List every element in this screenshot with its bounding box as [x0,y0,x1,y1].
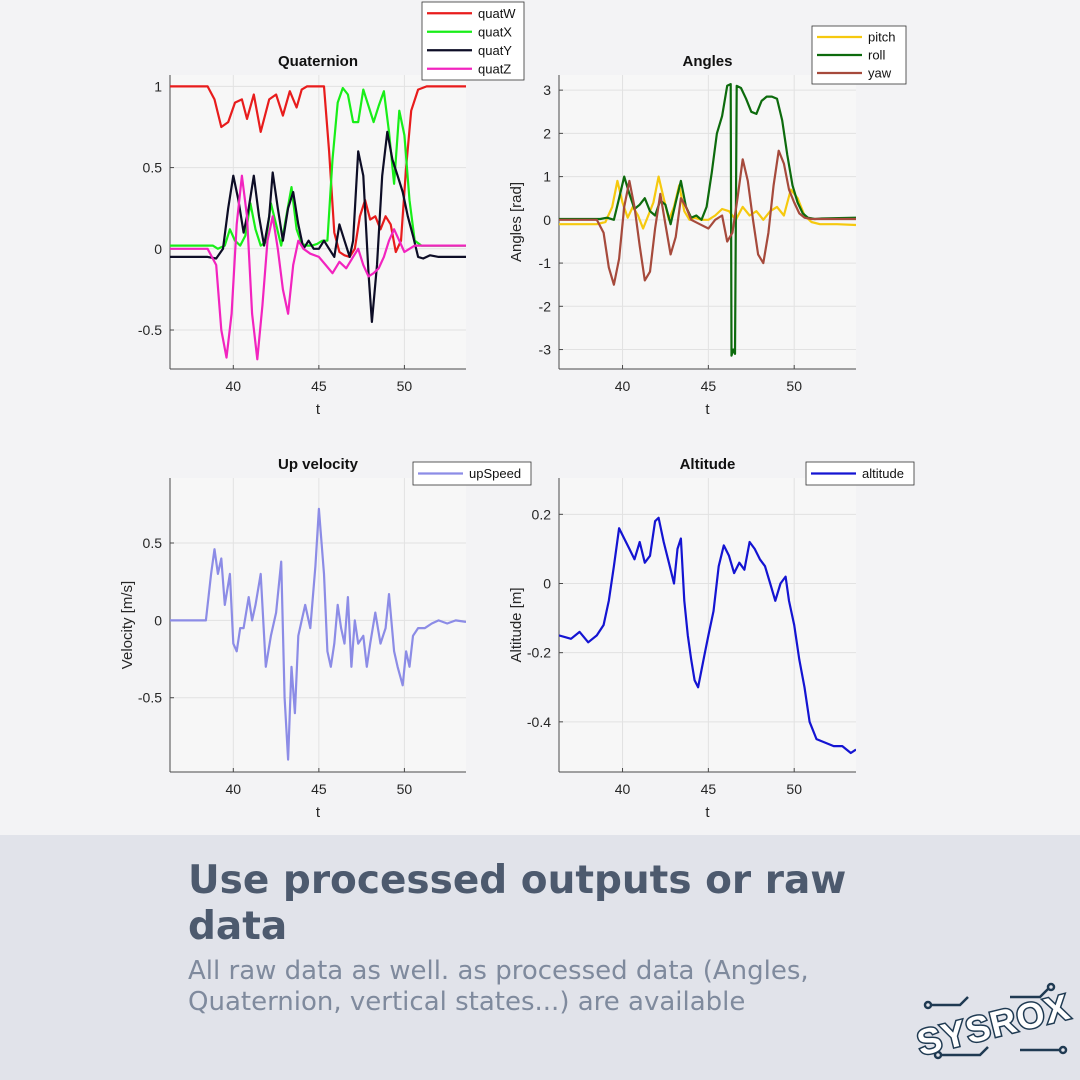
x-axis-label: t [316,804,321,821]
chart-title: Angles [682,53,732,70]
y-tick-label: 0 [543,212,551,228]
y-tick-label: 0.2 [532,506,552,522]
series-line-upSpeed [170,507,466,761]
y-axis-label: Velocity [m/s] [119,581,136,669]
y-tick-label: -1 [539,255,552,271]
chart-title: Quaternion [278,53,358,70]
x-tick-label: 50 [397,378,413,394]
legend-label: altitude [862,466,904,481]
x-tick-label: 45 [311,781,327,797]
chart-title: Altitude [680,456,736,473]
x-tick-label: 45 [701,378,717,394]
x-tick-label: 45 [701,781,717,797]
series-line-yaw [559,149,856,286]
y-tick-label: -3 [539,342,552,358]
logo-text: SYSROX [913,986,1074,1064]
x-tick-label: 40 [226,781,242,797]
x-tick-label: 40 [226,378,242,394]
series-line-quatZ [170,174,466,361]
legend-box [421,1,525,81]
series-line-pitch [559,175,856,230]
series-line-altitude [559,516,856,755]
x-axis-label: t [705,804,710,821]
x-tick-label: 50 [397,781,413,797]
y-tick-label: 1 [154,78,162,94]
plot-background [170,75,466,369]
legend-label: quatX [478,24,512,39]
headline: Use processed outputs or raw data [188,858,847,949]
x-tick-label: 50 [786,781,802,797]
y-tick-label: 0 [543,575,551,591]
legend: pitch roll yaw [811,25,907,85]
legend: upSpeed [412,461,532,486]
y-tick-label: 1 [543,169,551,185]
y-tick-label: 0.5 [143,160,163,176]
altitude-chart: 40 45 50 0.2 0 -0.2 -0.4 Altitude t Altitude [m] a… [508,456,915,821]
x-axis-label: t [316,401,321,418]
legend-label: quatW [478,6,516,21]
series-line-quatW [170,85,466,258]
legend: quatW quatX quatY quatZ [421,1,525,81]
y-tick-label: -2 [539,298,552,314]
x-tick-label: 40 [615,378,631,394]
legend-label: quatY [478,43,512,58]
y-tick-label: 2 [543,125,551,141]
circuit-decoration-icon [923,982,1068,1060]
legend-box [805,461,915,486]
plot-background [559,75,856,369]
plot-background [559,478,856,772]
y-tick-label: 3 [543,82,551,98]
y-tick-label: -0.5 [138,690,162,706]
charts-svg: 40 45 5010.50-0.5QuaterniontquatWquatXquat… [119,1,915,821]
legend-label: upSpeed [469,466,521,481]
sysrox-logo: SYSROX [911,982,1076,1065]
subtext: All raw data as well. as processed data … [188,956,809,1017]
y-tick-label: -0.5 [138,322,162,338]
legend-label: pitch [868,30,895,45]
legend-label: quatZ [478,61,511,76]
series-line-roll [559,83,856,357]
y-tick-label: -0.4 [527,714,551,730]
legend-label: yaw [868,66,892,81]
x-tick-label: 45 [311,378,327,394]
footer-panel [0,835,1080,1080]
y-axis-label: Altitude [m] [508,587,525,662]
legend-label: roll [868,48,885,63]
x-tick-label: 40 [615,781,631,797]
up-velocity-chart: 40 45 50 0.5 0 -0.5 Up velocity t Velocity [m/s]… [119,456,532,821]
y-tick-label: -0.2 [527,645,551,661]
legend-box [412,461,532,486]
quaternion-chart: 40 45 5010.50-0.5QuaterniontquatWquatXquat… [138,1,525,418]
chart-title: Up velocity [278,456,359,473]
angles-chart: 40 45 50 3 2 1 0 -1 -2 -3 Angles t Angles [rad] pitch… [508,25,907,418]
y-tick-label: 0.5 [143,535,163,551]
figure-area: 40 45 50 1 0.5 0 -0.5 Quaternion t quatW quatX quat… [119,1,915,821]
x-axis-label: t [705,401,710,418]
series-line-quatX [170,86,466,250]
y-tick-label: 0 [154,612,162,628]
legend: altitude [805,461,915,486]
x-tick-label: 50 [786,378,802,394]
y-tick-label: 0 [154,241,162,257]
y-axis-label: Angles [rad] [508,182,525,262]
